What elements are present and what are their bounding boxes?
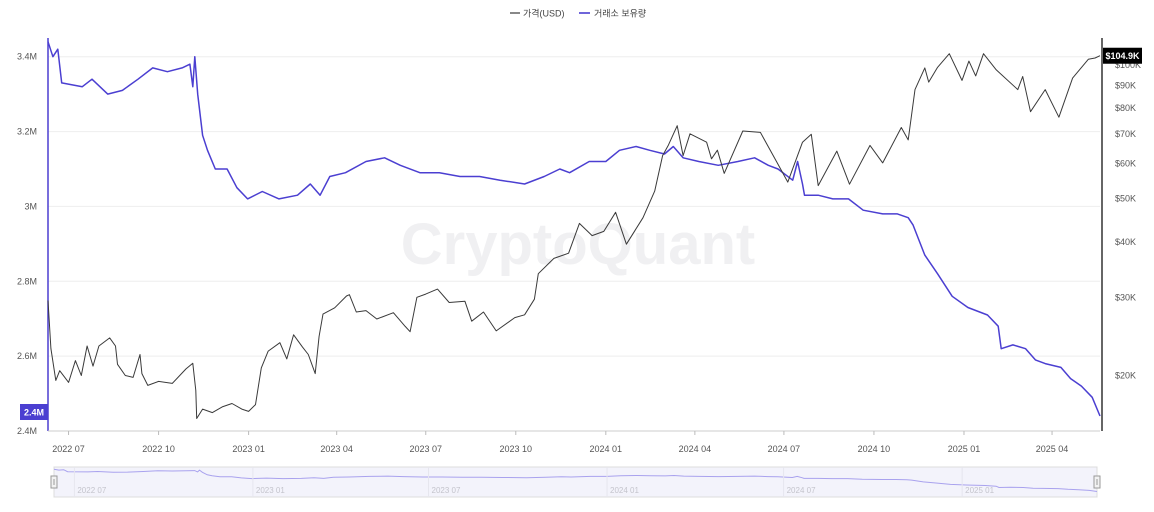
legend-reserve-label: 거래소 보유량	[594, 8, 646, 19]
x-tick-label: 2023 01	[232, 444, 265, 454]
navigator-label: 2023 01	[256, 486, 285, 495]
navigator-label: 2024 01	[610, 486, 639, 495]
right-tick-label: $80K	[1115, 103, 1136, 113]
left-value-badge	[20, 404, 48, 420]
x-axis: 2022 07 2022 10 2023 01 2023 04 2023 07 2023 …	[48, 430, 1100, 454]
left-tick-label: 2.8M	[17, 276, 37, 286]
x-tick-label: 2024 07	[768, 444, 801, 454]
right-tick-label: $100K	[1115, 60, 1141, 70]
x-tick-label: 2022 07	[52, 444, 85, 454]
left-value-badge-label: 2.4M	[24, 408, 44, 418]
series-line-reserve	[47, 41, 1101, 417]
legend: 가격(USD) 거래소 보유량	[510, 8, 646, 19]
right-tick-label: $30K	[1115, 292, 1136, 302]
navigator[interactable]: 2022 07 2023 01 2023 07 2024 01 2024 07 2025 …	[50, 466, 1101, 498]
x-tick-label: 2024 04	[679, 444, 712, 454]
right-tick-label: $70K	[1115, 129, 1136, 139]
value-badges: 2.4M $104.9K	[20, 47, 1142, 420]
legend-item-reserve[interactable]: 거래소 보유량	[579, 8, 646, 19]
right-tick-label: $50K	[1115, 194, 1136, 204]
x-tick-label: 2024 10	[858, 444, 891, 454]
left-tick-label: 3.2M	[17, 127, 37, 137]
x-tick-label: 2023 10	[499, 444, 532, 454]
right-tick-label: $60K	[1115, 159, 1136, 169]
x-tick-label: 2025 01	[948, 444, 981, 454]
x-tick-label: 2024 01	[590, 444, 623, 454]
navigator-label: 2022 07	[77, 486, 106, 495]
legend-price-label: 가격(USD)	[523, 8, 565, 19]
right-tick-label: $20K	[1115, 370, 1136, 380]
right-tick-label: $40K	[1115, 237, 1136, 247]
navigator-frame	[53, 466, 1098, 498]
right-axis: $100K $90K $80K $70K $60K $50K $40K $30K $20K	[1101, 38, 1141, 431]
navigator-label: 2023 07	[432, 486, 461, 495]
navigator-label: 2025 01	[965, 486, 994, 495]
watermark: CryptoQuant	[401, 212, 755, 277]
x-tick-label: 2023 04	[320, 444, 353, 454]
left-axis: 3.4M 3.2M 3M 2.8M 2.6M 2.4M	[17, 38, 49, 436]
right-tick-label: $90K	[1115, 80, 1136, 90]
right-value-badge	[1103, 47, 1142, 64]
navigator-label: 2024 07	[787, 486, 816, 495]
x-tick-label: 2022 10	[142, 444, 175, 454]
left-tick-label: 3.4M	[17, 52, 37, 62]
left-tick-label: 3M	[24, 201, 37, 211]
series-group	[47, 41, 1101, 419]
legend-item-price[interactable]: 가격(USD)	[510, 8, 565, 19]
x-tick-label: 2025 04	[1036, 444, 1069, 454]
series-line-price	[47, 53, 1101, 419]
left-tick-label: 2.6M	[17, 351, 37, 361]
navigator-series-line	[53, 468, 1098, 492]
right-value-badge-label: $104.9K	[1105, 51, 1140, 61]
gridlines	[48, 56, 1100, 432]
left-tick-label: 2.4M	[17, 426, 37, 436]
x-tick-label: 2023 07	[409, 444, 442, 454]
